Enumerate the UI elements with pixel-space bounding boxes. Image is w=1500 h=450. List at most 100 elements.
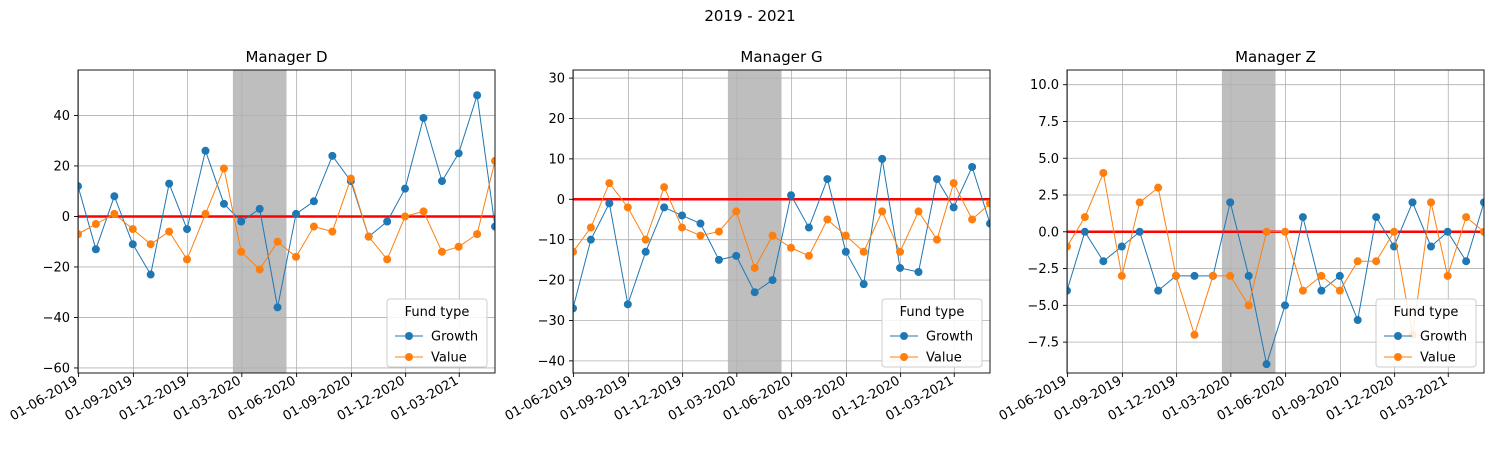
legend-marker-value bbox=[405, 353, 413, 361]
legend-title: Fund type bbox=[405, 305, 470, 320]
data-point-value bbox=[1353, 257, 1362, 266]
panel-2: −40−30−20−10010203001-06-201901-09-20190… bbox=[503, 48, 991, 424]
data-point-value bbox=[346, 174, 355, 183]
panels: −60−40−200204001-06-201901-09-201901-12-… bbox=[8, 48, 1485, 424]
data-point-growth bbox=[1067, 286, 1071, 295]
y-tick-label: 2.5 bbox=[1038, 189, 1059, 204]
data-point-growth bbox=[696, 219, 705, 228]
legend-marker-growth bbox=[1394, 332, 1402, 340]
y-tick-label: 0 bbox=[557, 193, 565, 208]
data-point-value bbox=[968, 215, 977, 224]
data-point-growth bbox=[623, 300, 632, 309]
panel-title: Manager D bbox=[245, 48, 327, 66]
data-point-value bbox=[787, 243, 796, 252]
axes-frame bbox=[1066, 69, 1485, 374]
data-point-value bbox=[454, 242, 463, 251]
data-point-value bbox=[219, 164, 228, 173]
data-point-value bbox=[1172, 271, 1181, 280]
data-point-value bbox=[949, 179, 958, 188]
y-tick-label: −10 bbox=[538, 233, 565, 248]
data-point-value bbox=[110, 209, 119, 218]
y-tick-label: 5.0 bbox=[1038, 152, 1059, 167]
legend-label-growth: Growth bbox=[926, 330, 973, 345]
data-point-growth bbox=[146, 270, 155, 279]
data-point-value bbox=[823, 215, 832, 224]
data-point-growth bbox=[1244, 271, 1253, 280]
legend-label-value: Value bbox=[431, 351, 467, 366]
data-point-growth bbox=[586, 235, 595, 244]
data-point-value bbox=[732, 207, 741, 216]
y-tick-label: 0 bbox=[62, 210, 70, 225]
data-point-growth bbox=[165, 179, 174, 188]
series-growth bbox=[573, 154, 990, 313]
data-point-growth bbox=[768, 276, 777, 285]
panel-3: −7.5−5.0−2.50.02.55.07.510.001-06-201901… bbox=[997, 48, 1485, 424]
data-point-value bbox=[1135, 198, 1144, 207]
series-value bbox=[573, 179, 990, 272]
legend-label-value: Value bbox=[1420, 351, 1456, 366]
data-point-value bbox=[1117, 271, 1126, 280]
data-point-value bbox=[660, 183, 669, 192]
data-point-value bbox=[932, 235, 941, 244]
data-point-growth bbox=[419, 113, 428, 122]
data-point-growth bbox=[1426, 242, 1435, 251]
data-point-value bbox=[309, 222, 318, 231]
shaded-period bbox=[727, 70, 782, 373]
data-point-value bbox=[750, 263, 759, 272]
data-point-growth bbox=[454, 149, 463, 158]
data-point-value bbox=[678, 223, 687, 232]
data-point-growth bbox=[641, 247, 650, 256]
legend-marker-growth bbox=[405, 332, 413, 340]
data-point-value bbox=[1372, 257, 1381, 266]
data-point-growth bbox=[1226, 198, 1235, 207]
data-point-value bbox=[1298, 286, 1307, 295]
data-point-growth bbox=[878, 154, 887, 163]
legend: Fund type Growth Value bbox=[1375, 298, 1477, 368]
data-point-value bbox=[1462, 213, 1471, 222]
data-point-growth bbox=[1099, 257, 1108, 266]
y-tick-label: −30 bbox=[538, 314, 565, 329]
legend-box bbox=[881, 298, 983, 368]
data-point-growth bbox=[1408, 198, 1417, 207]
y-tick-label: −40 bbox=[43, 311, 70, 326]
data-point-growth bbox=[678, 211, 687, 220]
data-point-growth bbox=[237, 217, 246, 226]
shaded-period bbox=[1221, 70, 1276, 373]
data-point-growth bbox=[1372, 213, 1381, 222]
data-point-value bbox=[1080, 213, 1089, 222]
data-point-value bbox=[1317, 271, 1326, 280]
axes-frame bbox=[572, 69, 991, 374]
data-point-value bbox=[914, 207, 923, 216]
data-point-value bbox=[237, 247, 246, 256]
data-point-growth bbox=[1262, 360, 1271, 369]
data-point-value bbox=[641, 235, 650, 244]
axes-frame bbox=[77, 69, 496, 374]
data-point-growth bbox=[292, 209, 301, 218]
data-point-value bbox=[841, 231, 850, 240]
data-point-growth bbox=[201, 146, 210, 155]
data-point-growth bbox=[128, 240, 137, 249]
data-point-growth bbox=[273, 303, 282, 312]
data-point-value bbox=[605, 179, 614, 188]
y-tick-label: 20 bbox=[53, 159, 70, 174]
data-point-value bbox=[437, 247, 446, 256]
panel-title: Manager Z bbox=[1235, 48, 1316, 66]
data-point-value bbox=[328, 227, 337, 236]
y-tick-label: −20 bbox=[538, 274, 565, 289]
y-tick-label: −2.5 bbox=[1027, 262, 1059, 277]
data-point-value bbox=[859, 247, 868, 256]
data-point-growth bbox=[859, 280, 868, 289]
data-point-growth bbox=[1281, 301, 1290, 310]
data-point-growth bbox=[328, 151, 337, 160]
data-point-growth bbox=[309, 197, 318, 206]
data-point-value bbox=[364, 232, 373, 241]
data-point-growth bbox=[1190, 271, 1199, 280]
legend-marker-growth bbox=[900, 332, 908, 340]
data-point-value bbox=[91, 220, 100, 229]
y-tick-label: 40 bbox=[53, 109, 70, 124]
data-point-value bbox=[714, 227, 723, 236]
data-point-value bbox=[1335, 286, 1344, 295]
y-tick-label: −7.5 bbox=[1027, 336, 1059, 351]
legend: Fund type Growth Value bbox=[386, 298, 488, 368]
data-point-growth bbox=[573, 304, 577, 313]
